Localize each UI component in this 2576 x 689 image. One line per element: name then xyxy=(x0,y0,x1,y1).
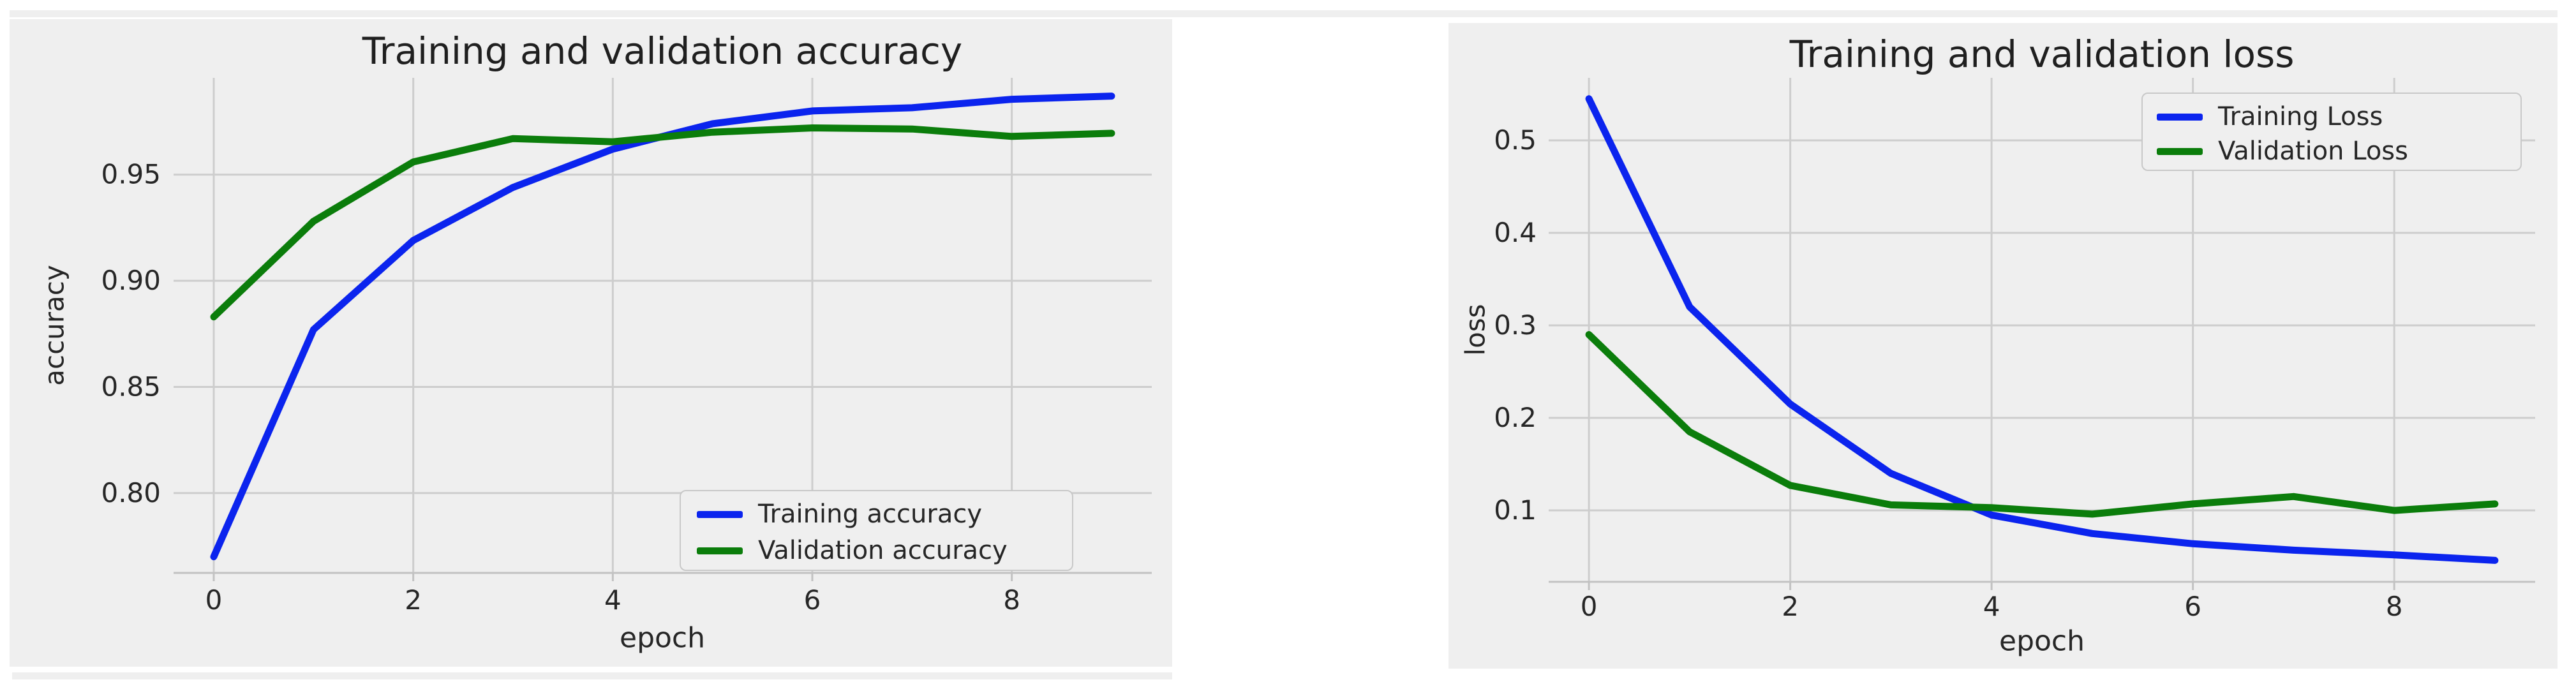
legend-key-validation-loss xyxy=(2157,147,2203,155)
series-line-validation-loss xyxy=(1585,331,2499,518)
y-axis-label: loss xyxy=(1459,304,1491,356)
y-tick-label: 0.80 xyxy=(101,477,161,508)
legend-row: Validation Loss xyxy=(2157,137,2408,165)
legend: Training accuracy Validation accuracy xyxy=(680,490,1073,571)
y-tick-label: 0.5 xyxy=(1494,124,1537,156)
legend-row: Validation accuracy xyxy=(697,537,1008,565)
legend-key-validation-accuracy xyxy=(697,547,743,554)
x-tick-label: 6 xyxy=(804,584,821,616)
legend-label: Training accuracy xyxy=(758,500,983,529)
series-line-validation-accuracy xyxy=(210,124,1115,321)
x-tick-label: 0 xyxy=(1581,591,1598,622)
legend-label: Validation Loss xyxy=(2218,137,2408,166)
legend-row: Training Loss xyxy=(2157,103,2383,131)
x-tick-label: 6 xyxy=(2184,591,2201,622)
y-tick-label: 0.95 xyxy=(101,159,161,190)
y-tick-label: 0.3 xyxy=(1494,309,1537,341)
y-tick-label: 0.1 xyxy=(1494,494,1537,526)
legend-row: Training accuracy xyxy=(697,500,982,528)
legend-key-training-loss xyxy=(2157,113,2203,121)
x-tick-label: 0 xyxy=(205,584,223,616)
legend: Training Loss Validation Loss xyxy=(2141,93,2522,171)
legend-label: Validation accuracy xyxy=(758,536,1008,565)
x-tick-label: 4 xyxy=(1983,591,2000,622)
legend-label: Training Loss xyxy=(2218,102,2383,131)
partial-figure-strip-bottom xyxy=(12,672,1172,679)
y-axis-label: accuracy xyxy=(38,265,70,386)
x-tick-label: 4 xyxy=(604,584,622,616)
y-tick-label: 0.4 xyxy=(1494,217,1537,248)
plot-svg-loss: 0 2 4 6 8 0.5 0.4 0.3 0.2 0.1 xyxy=(1494,78,2535,622)
x-axis-label: epoch xyxy=(1999,625,2085,658)
series-line-training-loss xyxy=(1585,95,2499,564)
y-tick-label: 0.90 xyxy=(101,265,161,296)
x-axis-label: epoch xyxy=(620,621,705,655)
figure-loss: 0 2 4 6 8 0.5 0.4 0.3 0.2 0.1 Training and valida… xyxy=(1448,23,2557,669)
chart-title: Training and validation loss xyxy=(1789,33,2295,76)
plot-svg-accuracy: 0 2 4 6 8 0.95 0.90 0.85 0.80 xyxy=(101,78,1152,616)
y-tick-label: 0.2 xyxy=(1494,402,1537,433)
partial-figure-strip-top xyxy=(10,10,2557,17)
legend-key-training-accuracy xyxy=(697,510,743,518)
series-line-training-accuracy xyxy=(210,93,1115,561)
x-tick-label: 8 xyxy=(1003,584,1020,616)
x-tick-label: 8 xyxy=(2386,591,2403,622)
chart-title: Training and validation accuracy xyxy=(362,29,963,73)
x-tick-label: 2 xyxy=(405,584,422,616)
x-tick-label: 2 xyxy=(1782,591,1799,622)
figure-accuracy: 0 2 4 6 8 0.95 0.90 0.85 0.80 Training and valid… xyxy=(10,19,1172,667)
y-tick-label: 0.85 xyxy=(101,371,161,403)
